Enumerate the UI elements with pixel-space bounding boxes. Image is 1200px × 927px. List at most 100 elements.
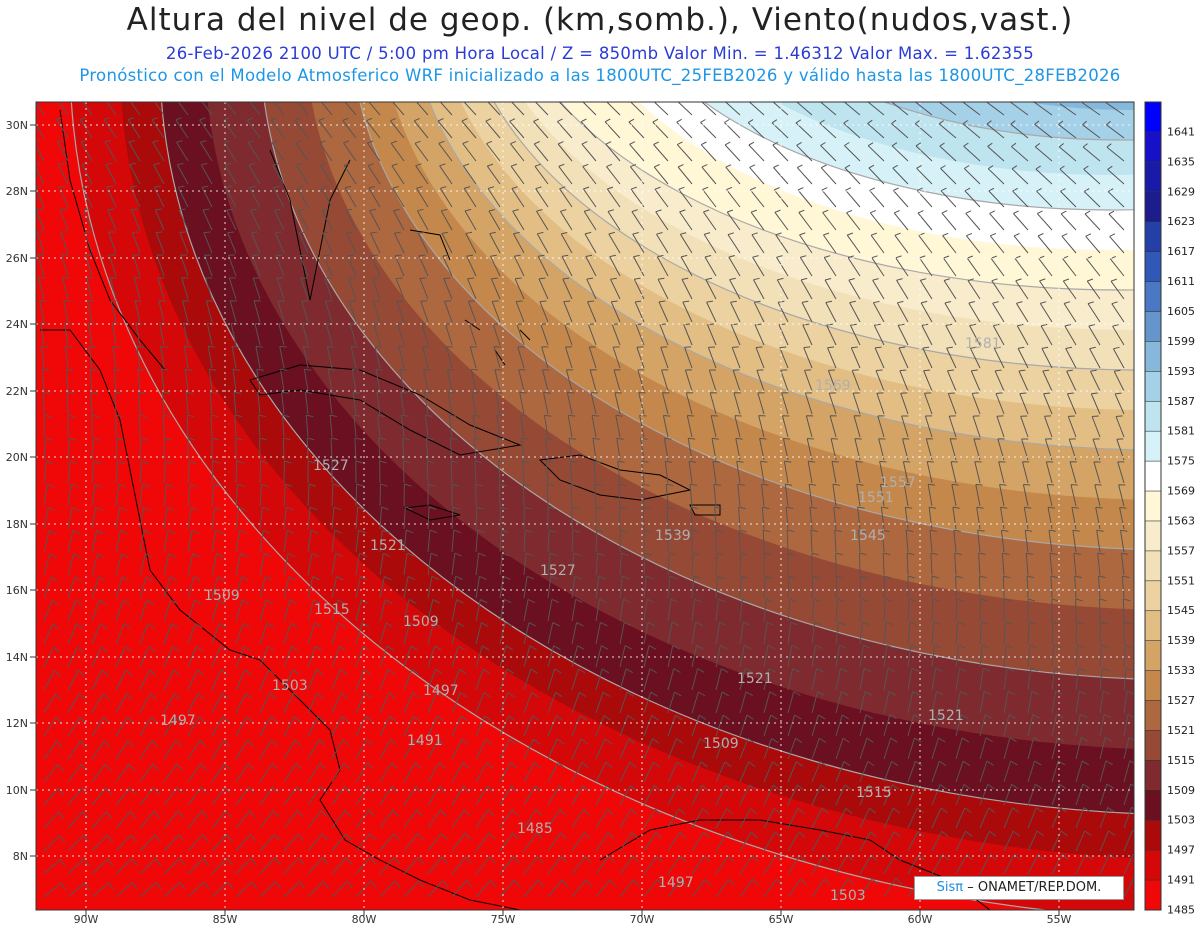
lat-tick-label: 22N: [6, 385, 28, 398]
lon-tick-label: 65W: [769, 913, 794, 926]
contour-label: 1509: [403, 614, 439, 630]
contour-label: 1503: [830, 888, 866, 904]
contour-label: 1509: [204, 588, 240, 604]
contour-label: 1497: [160, 713, 196, 729]
colorbar-swatch: [1145, 102, 1161, 133]
colorbar-swatch: [1145, 401, 1161, 432]
colorbar-label: 1587: [1167, 395, 1195, 408]
colorbar-swatch: [1145, 610, 1161, 642]
colorbar-label: 1581: [1167, 425, 1195, 438]
colorbar-label: 1569: [1167, 485, 1195, 498]
lat-tick-label: 26N: [6, 252, 28, 265]
colorbar-swatch: [1145, 730, 1161, 761]
colorbar-swatch: [1145, 461, 1161, 492]
colorbar-label: 1497: [1167, 844, 1195, 857]
lat-tick-label: 20N: [6, 451, 28, 464]
lon-tick-label: 70W: [630, 913, 655, 926]
colorbar-label: 1539: [1167, 634, 1195, 647]
wind-barbs: [36, 102, 1134, 898]
colorbar-swatch: [1145, 341, 1161, 372]
contour-label: 1509: [703, 736, 739, 752]
colorbar-swatch: [1145, 311, 1161, 342]
lat-tick-label: 10N: [6, 784, 28, 797]
colorbar-label: 1533: [1167, 664, 1195, 677]
contour-label: 1515: [314, 602, 350, 618]
lat-tick-label: 24N: [6, 318, 28, 331]
colorbar-swatch: [1145, 191, 1161, 223]
colorbar-swatch: [1145, 700, 1161, 731]
contour-label: 1515: [856, 785, 892, 801]
contour-label: 1497: [423, 683, 459, 699]
lon-tick-label: 85W: [213, 913, 238, 926]
colorbar-label: 1575: [1167, 455, 1195, 468]
contour-label: 1527: [313, 458, 349, 474]
lat-tick-label: 18N: [6, 518, 28, 531]
contour-label: 1569: [815, 378, 851, 394]
colorbar-swatch: [1145, 491, 1161, 522]
colorbar-swatch: [1145, 760, 1161, 791]
colorbar-label: 1509: [1167, 784, 1195, 797]
colorbar-swatch: [1145, 251, 1161, 283]
colorbar-label: 1635: [1167, 155, 1195, 168]
geopotential-field: 1581 1569 1557 1551 1545 1539 1527 1521 …: [36, 102, 1134, 910]
map-title: Altura del nivel de geop. (km,somb.), Vi…: [126, 2, 1074, 38]
lat-tick-label: 8N: [13, 850, 28, 863]
lat-lon-grid: [36, 102, 1134, 910]
lat-tick-label: 16N: [6, 584, 28, 597]
colorbar-swatch: [1145, 431, 1161, 462]
colorbar-label: 1605: [1167, 305, 1195, 318]
colorbar-swatch: [1145, 670, 1161, 702]
lon-tick-label: 75W: [491, 913, 516, 926]
contour-label: 1521: [370, 538, 406, 554]
colorbar-swatch: [1145, 161, 1161, 193]
colorbar-swatch: [1145, 790, 1161, 821]
colorbar-swatch: [1145, 550, 1161, 582]
contour-label: 1491: [407, 733, 443, 749]
lat-tick-label: 14N: [6, 651, 28, 664]
lon-tick-label: 90W: [74, 913, 99, 926]
colorbar-label: 1503: [1167, 814, 1195, 827]
colorbar-label: 1563: [1167, 514, 1195, 527]
colorbar-swatch: [1145, 281, 1161, 312]
colorbar-label: 1611: [1167, 275, 1195, 288]
contour-label: 1581: [965, 336, 1001, 352]
colorbar-swatch: [1145, 131, 1161, 163]
contour-label: 1539: [655, 528, 691, 544]
colorbar-label: 1623: [1167, 215, 1195, 228]
colorbar-swatch: [1145, 580, 1161, 612]
contour-label: 1545: [850, 528, 886, 544]
contour-label: 1503: [272, 678, 308, 694]
colorbar-label: 1515: [1167, 754, 1195, 767]
colorbar-swatch: [1145, 880, 1161, 911]
credit-box: Sisπ – ONAMET/REP.DOM.: [914, 876, 1124, 900]
colorbar-swatch: [1145, 221, 1161, 253]
colorbar-swatch: [1145, 520, 1161, 552]
contour-label: 1527: [540, 563, 576, 579]
colorbar-label: 1521: [1167, 724, 1195, 737]
contour-label: 1557: [880, 475, 916, 491]
colorbar-swatch: [1145, 640, 1161, 672]
colorbar-label: 1599: [1167, 335, 1195, 348]
contour-label: 1485: [517, 821, 553, 837]
colorbar-label: 1545: [1167, 604, 1195, 617]
colorbar-swatch: [1145, 820, 1161, 851]
lat-tick-label: 12N: [6, 717, 28, 730]
lon-tick-label: 80W: [352, 913, 377, 926]
colorbar-label: 1629: [1167, 185, 1195, 198]
sispi-logo: Sisπ: [936, 880, 964, 895]
lat-tick-label: 30N: [6, 119, 28, 132]
colorbar-label: 1593: [1167, 365, 1195, 378]
lat-tick-label: 28N: [6, 185, 28, 198]
contour-labels: 1581 1569 1557 1551 1545 1539 1527 1521 …: [160, 336, 1001, 904]
colorbar-label: 1485: [1167, 904, 1195, 917]
colorbar-label: 1617: [1167, 245, 1195, 258]
contour-label: 1497: [658, 875, 694, 891]
colorbar-swatch: [1145, 850, 1161, 881]
colorbar-swatch: [1145, 371, 1161, 402]
axes: 30N 28N 26N 24N 22N 20N 18N 16N 14N 12N 10N 8N 90W 85…: [6, 119, 1072, 926]
lon-tick-label: 55W: [1047, 913, 1072, 926]
plot-frame: [35, 101, 1135, 911]
model-info: Pronóstico con el Modelo Atmosferico WRF…: [79, 66, 1121, 85]
colorbar-label: 1557: [1167, 544, 1195, 557]
